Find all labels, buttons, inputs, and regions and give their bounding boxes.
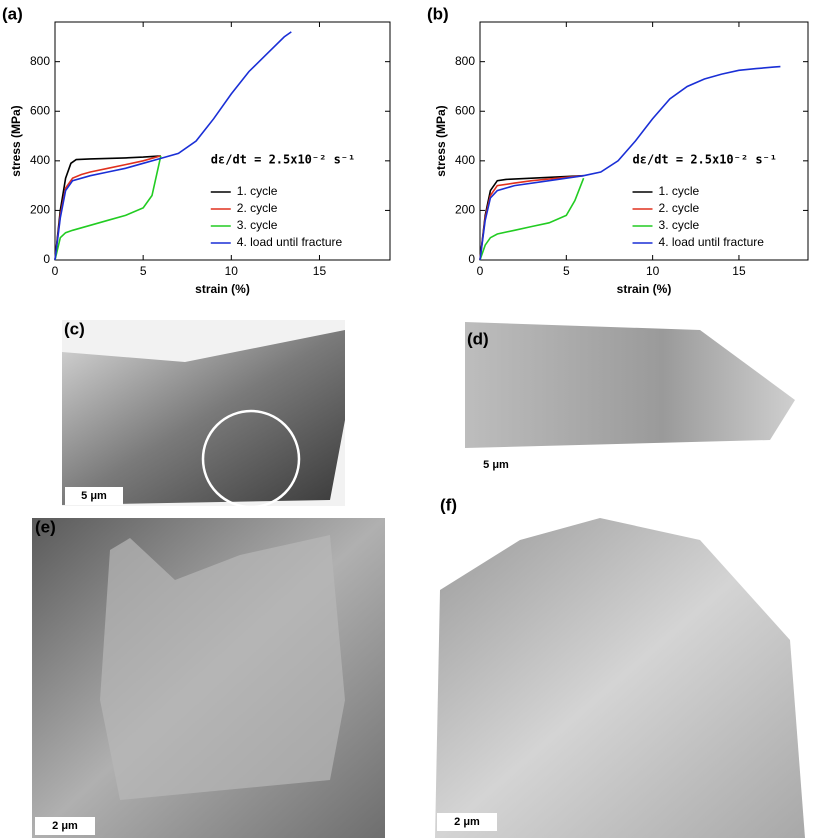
series-line	[54, 155, 161, 261]
legend-label: 1. cycle	[237, 184, 278, 198]
y-tick-label: 0	[468, 252, 475, 266]
y-tick-label: 800	[30, 54, 50, 68]
sem-image	[62, 330, 345, 505]
series-line	[479, 177, 585, 261]
annotation: dε/dt = 2.5x10⁻² s⁻¹	[633, 153, 778, 167]
y-tick-label: 600	[30, 103, 50, 117]
scale-box	[35, 817, 95, 835]
legend-label: 3. cycle	[237, 218, 278, 232]
y-tick-label: 400	[30, 153, 50, 167]
x-axis-label: strain (%)	[195, 282, 250, 296]
x-axis-label: strain (%)	[617, 282, 672, 296]
sem-image	[435, 518, 805, 838]
panel-label: (d)	[467, 329, 489, 348]
x-tick-label: 5	[140, 264, 147, 278]
y-tick-label: 200	[30, 203, 50, 217]
scale-label: 2 μm	[454, 816, 480, 828]
panel-label: (c)	[64, 319, 85, 338]
series-line	[54, 155, 162, 261]
y-tick-label: 800	[455, 54, 475, 68]
panel-label: (f)	[440, 495, 457, 514]
panel-label: (b)	[427, 4, 449, 23]
annotation: dε/dt = 2.5x10⁻² s⁻¹	[211, 153, 356, 167]
x-tick-label: 15	[732, 264, 746, 278]
scale-label: 5 μm	[81, 490, 107, 502]
scale-box	[437, 813, 497, 831]
series-line	[479, 174, 584, 261]
y-tick-label: 200	[455, 203, 475, 217]
y-axis-label: stress (MPa)	[9, 105, 23, 176]
legend-label: 2. cycle	[659, 201, 700, 215]
series-line	[479, 65, 781, 261]
scale-box	[65, 487, 123, 505]
plot-frame	[479, 21, 809, 261]
y-tick-label: 600	[455, 103, 475, 117]
legend-label: 4. load until fracture	[237, 235, 343, 249]
legend-label: 2. cycle	[237, 201, 278, 215]
sem-fracture	[100, 535, 345, 800]
panel-label: (e)	[35, 517, 56, 536]
legend-label: 1. cycle	[659, 184, 700, 198]
scale-label: 5 μm	[483, 459, 509, 471]
scale-label: 2 μm	[52, 820, 78, 832]
legend-label: 4. load until fracture	[659, 235, 765, 249]
y-tick-label: 400	[455, 153, 475, 167]
highlight-circle	[201, 409, 301, 509]
x-tick-label: 10	[646, 264, 660, 278]
x-tick-label: 15	[313, 264, 327, 278]
legend-label: 3. cycle	[659, 218, 700, 232]
panel-label: (a)	[2, 4, 23, 23]
scale-box	[467, 456, 525, 474]
x-tick-label: 5	[563, 264, 570, 278]
x-tick-label: 0	[477, 264, 484, 278]
x-tick-label: 10	[225, 264, 239, 278]
series-line	[54, 31, 292, 261]
x-tick-label: 0	[52, 264, 59, 278]
plot-frame	[54, 21, 391, 261]
y-axis-label: stress (MPa)	[434, 105, 448, 176]
sem-image	[465, 322, 795, 448]
y-tick-label: 0	[43, 252, 50, 266]
